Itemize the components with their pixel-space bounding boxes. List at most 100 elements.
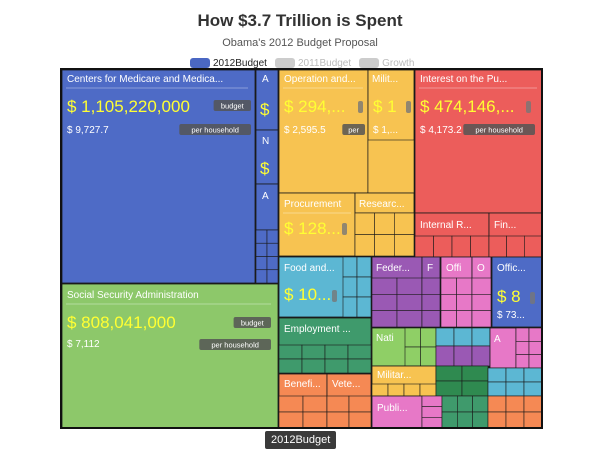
- treemap-subcell[interactable]: [420, 346, 437, 367]
- treemap-subcell[interactable]: [394, 212, 415, 235]
- treemap-subcell[interactable]: [505, 381, 525, 397]
- treemap-subcell[interactable]: [451, 235, 471, 258]
- treemap-cell-interest-on-the-pu[interactable]: [414, 69, 543, 214]
- treemap-subcell[interactable]: [457, 395, 473, 413]
- treemap-subcell[interactable]: [506, 235, 525, 258]
- treemap-subcell[interactable]: [421, 395, 443, 407]
- treemap-subcell[interactable]: [396, 277, 423, 295]
- treemap-subcell[interactable]: [488, 235, 507, 258]
- treemap-subcell[interactable]: [374, 212, 395, 235]
- treemap-subcell[interactable]: [396, 294, 423, 311]
- treemap-subcell[interactable]: [342, 276, 358, 298]
- treemap-subcell[interactable]: [255, 256, 268, 271]
- treemap-subcell[interactable]: [515, 327, 530, 342]
- treemap-subcell[interactable]: [374, 234, 395, 257]
- treemap-subcell[interactable]: [421, 277, 441, 295]
- treemap-cell-offic[interactable]: [491, 256, 543, 328]
- treemap-subcell[interactable]: [371, 294, 398, 311]
- treemap-subcell[interactable]: [301, 344, 326, 360]
- treemap-subcell[interactable]: [471, 294, 492, 311]
- treemap-subcell[interactable]: [528, 341, 543, 355]
- treemap-subcell[interactable]: [420, 327, 437, 348]
- treemap-subcell[interactable]: [441, 395, 458, 413]
- treemap-subcell[interactable]: [342, 296, 358, 318]
- treemap-subcell[interactable]: [356, 296, 372, 318]
- treemap-subcell[interactable]: [505, 395, 525, 413]
- treemap-subcell[interactable]: [255, 269, 268, 284]
- treemap-subcell[interactable]: [371, 383, 389, 397]
- treemap-subcell[interactable]: [302, 395, 328, 413]
- treemap-subcell[interactable]: [403, 383, 421, 397]
- treemap-subcell[interactable]: [523, 367, 543, 383]
- treemap-subcell[interactable]: [347, 358, 372, 374]
- treemap-cell-publi[interactable]: [371, 395, 423, 429]
- treemap-subcell[interactable]: [453, 327, 473, 347]
- treemap-subcell[interactable]: [435, 345, 455, 367]
- treemap-subcell[interactable]: [421, 294, 441, 311]
- treemap-subcell[interactable]: [440, 310, 457, 328]
- treemap-subcell[interactable]: [266, 242, 279, 257]
- treemap-subcell[interactable]: [342, 256, 358, 278]
- treemap-subcell[interactable]: [421, 406, 443, 418]
- treemap-subcell[interactable]: [433, 235, 453, 258]
- treemap-subcell[interactable]: [524, 235, 543, 258]
- treemap-cell-a[interactable]: [489, 327, 517, 369]
- treemap-subcell[interactable]: [435, 327, 455, 347]
- treemap-subcell[interactable]: [347, 344, 372, 360]
- treemap-subcell[interactable]: [404, 346, 421, 367]
- legend-item-2012budget[interactable]: 2012Budget: [190, 58, 267, 69]
- treemap-subcell[interactable]: [255, 229, 268, 244]
- treemap-subcell[interactable]: [278, 344, 303, 360]
- treemap-subcell[interactable]: [301, 358, 326, 374]
- treemap-subcell[interactable]: [354, 212, 375, 235]
- treemap-subcell[interactable]: [266, 256, 279, 271]
- treemap-subcell[interactable]: [470, 235, 490, 258]
- treemap-subcell[interactable]: [440, 294, 457, 311]
- treemap-subcell[interactable]: [367, 139, 415, 194]
- treemap-subcell[interactable]: [356, 256, 372, 278]
- treemap-cell-social-security-administration[interactable]: [61, 283, 279, 429]
- treemap-subcell[interactable]: [371, 310, 398, 328]
- treemap-subcell[interactable]: [515, 341, 530, 355]
- treemap-subcell[interactable]: [487, 411, 507, 429]
- treemap-subcell[interactable]: [457, 411, 473, 429]
- treemap-subcell[interactable]: [471, 345, 491, 367]
- treemap-subcell[interactable]: [324, 344, 349, 360]
- treemap-subcell[interactable]: [471, 310, 492, 328]
- treemap-subcell[interactable]: [419, 383, 437, 397]
- treemap-subcell[interactable]: [278, 395, 304, 413]
- treemap-subcell[interactable]: [324, 358, 349, 374]
- treemap-subcell[interactable]: [354, 234, 375, 257]
- treemap-subcell[interactable]: [421, 417, 443, 429]
- treemap-subcell[interactable]: [487, 395, 507, 413]
- treemap-subcell[interactable]: [414, 235, 434, 258]
- treemap-subcell[interactable]: [302, 411, 328, 429]
- treemap-subcell[interactable]: [456, 277, 473, 295]
- treemap-subcell[interactable]: [471, 327, 491, 347]
- treemap-subcell[interactable]: [326, 395, 350, 413]
- treemap-subcell[interactable]: [528, 354, 543, 369]
- treemap-subcell[interactable]: [266, 229, 279, 244]
- treemap-subcell[interactable]: [456, 310, 473, 328]
- treemap-subcell[interactable]: [404, 327, 421, 348]
- treemap-subcell[interactable]: [440, 277, 457, 295]
- legend-item-growth[interactable]: Growth: [359, 58, 414, 69]
- treemap-subcell[interactable]: [487, 367, 507, 383]
- treemap-subcell[interactable]: [523, 381, 543, 397]
- treemap-subcell[interactable]: [515, 354, 530, 369]
- treemap-subcell[interactable]: [278, 358, 303, 374]
- treemap-subcell[interactable]: [453, 345, 473, 367]
- treemap-subcell[interactable]: [394, 234, 415, 257]
- treemap-subcell[interactable]: [456, 294, 473, 311]
- legend-item-2011budget[interactable]: 2011Budget: [274, 58, 351, 69]
- treemap-subcell[interactable]: [472, 395, 489, 413]
- treemap-subcell[interactable]: [472, 411, 489, 429]
- treemap-subcell[interactable]: [396, 310, 423, 328]
- treemap-subcell[interactable]: [505, 367, 525, 383]
- treemap-cell-centers-for-medicare-and-medica[interactable]: [61, 69, 256, 284]
- treemap-subcell[interactable]: [441, 411, 458, 429]
- treemap-subcell[interactable]: [421, 310, 441, 328]
- treemap-subcell[interactable]: [471, 277, 492, 295]
- treemap-subcell[interactable]: [387, 383, 405, 397]
- treemap-subcell[interactable]: [348, 395, 372, 413]
